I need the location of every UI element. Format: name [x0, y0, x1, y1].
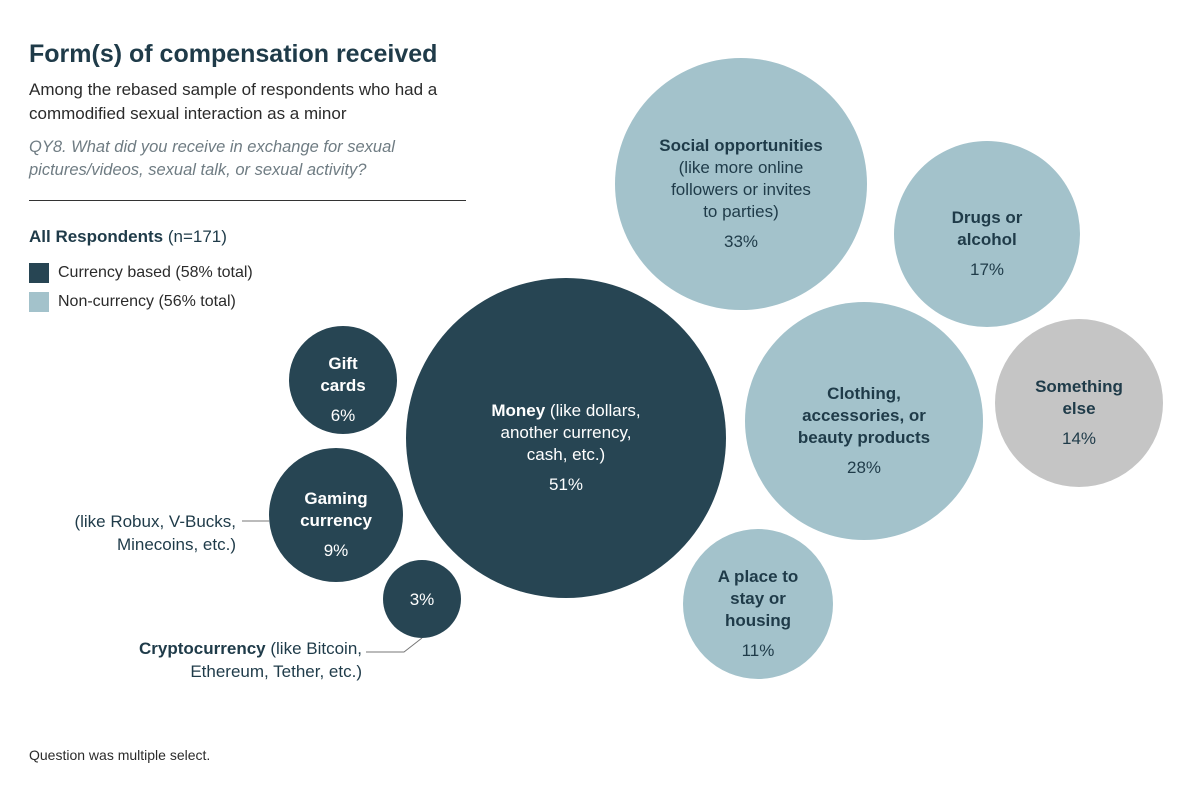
bubble-value-drugs: 17%	[970, 260, 1004, 279]
bubble-label-social: followers or invites	[671, 180, 811, 199]
chart-subtitle: Among the rebased sample of respondents …	[29, 80, 438, 123]
bubble-money	[406, 278, 726, 598]
legend-heading: All Respondents (n=171)	[29, 227, 227, 247]
bubble-label-drugs: alcohol	[957, 230, 1017, 249]
bubble-value-gift: 6%	[331, 406, 356, 425]
bubble-value-money: 51%	[549, 475, 583, 494]
bubble-clothing	[745, 302, 983, 540]
bubble-value-gaming: 9%	[324, 541, 349, 560]
bubble-else	[995, 319, 1163, 487]
bubble-gaming	[269, 448, 403, 582]
bubble-label-social: to parties)	[703, 202, 779, 221]
bubble-label-else: else	[1062, 399, 1095, 418]
bubble-label-housing: stay or	[730, 589, 786, 608]
bubble-value-crypto: 3%	[410, 590, 435, 609]
bubble-label-money: cash, etc.)	[527, 445, 605, 464]
crypto-leader-line	[366, 637, 423, 653]
divider	[29, 200, 466, 201]
bubble-label-gaming: currency	[300, 511, 372, 530]
legend-heading-n: (n=171)	[167, 227, 227, 246]
crypto-annotation: Ethereum, Tether, etc.)	[190, 662, 362, 681]
bubble-value-social: 33%	[724, 232, 758, 251]
bubble-label-clothing: beauty products	[798, 428, 930, 447]
bubble-label-housing: housing	[725, 611, 791, 630]
bubble-crypto	[383, 560, 461, 638]
bubble-label-clothing: accessories, or	[802, 406, 926, 425]
bubble-label-housing: A place to	[718, 567, 799, 586]
bubble-value-clothing: 28%	[847, 458, 881, 477]
chart-title: Form(s) of compensation received	[29, 40, 438, 68]
bubble-label-clothing: Clothing,	[827, 384, 901, 403]
legend-heading-bold: All Respondents	[29, 227, 164, 246]
bubble-label-gift: cards	[320, 376, 365, 395]
legend-swatch-currency	[29, 263, 49, 283]
footnote: Question was multiple select.	[29, 747, 211, 763]
bubble-social	[615, 58, 867, 310]
bubble-label-gift: Gift	[328, 354, 358, 373]
legend-swatch-non-currency	[29, 292, 49, 312]
legend-item-non-currency: Non-currency (56% total)	[29, 291, 236, 313]
bubble-label-money: Money (like dollars,	[491, 401, 640, 420]
bubble-label-gaming: Gaming	[304, 489, 367, 508]
bubble-gift	[289, 326, 397, 434]
gaming-annotation: Minecoins, etc.)	[117, 535, 236, 554]
bubble-value-housing: 11%	[742, 641, 775, 660]
bubble-label-social: (like more online	[679, 158, 804, 177]
bubble-housing	[683, 529, 833, 679]
bubble-label-else: Something	[1035, 377, 1123, 396]
crypto-annotation: Cryptocurrency (like Bitcoin,	[139, 639, 362, 658]
bubble-label-money: another currency,	[500, 423, 631, 442]
bubble-label-social: Social opportunities	[659, 136, 822, 155]
bubble-label-drugs: Drugs or	[952, 208, 1023, 227]
bubble-value-else: 14%	[1062, 429, 1096, 448]
legend-label-non-currency: Non-currency (56% total)	[58, 293, 236, 310]
legend-item-currency: Currency based (58% total)	[29, 262, 253, 284]
bubble-drugs	[894, 141, 1080, 327]
survey-question: QY8. What did you receive in exchange fo…	[29, 138, 395, 179]
gaming-annotation: (like Robux, V-Bucks,	[74, 512, 236, 531]
legend-label-currency: Currency based (58% total)	[58, 264, 253, 281]
